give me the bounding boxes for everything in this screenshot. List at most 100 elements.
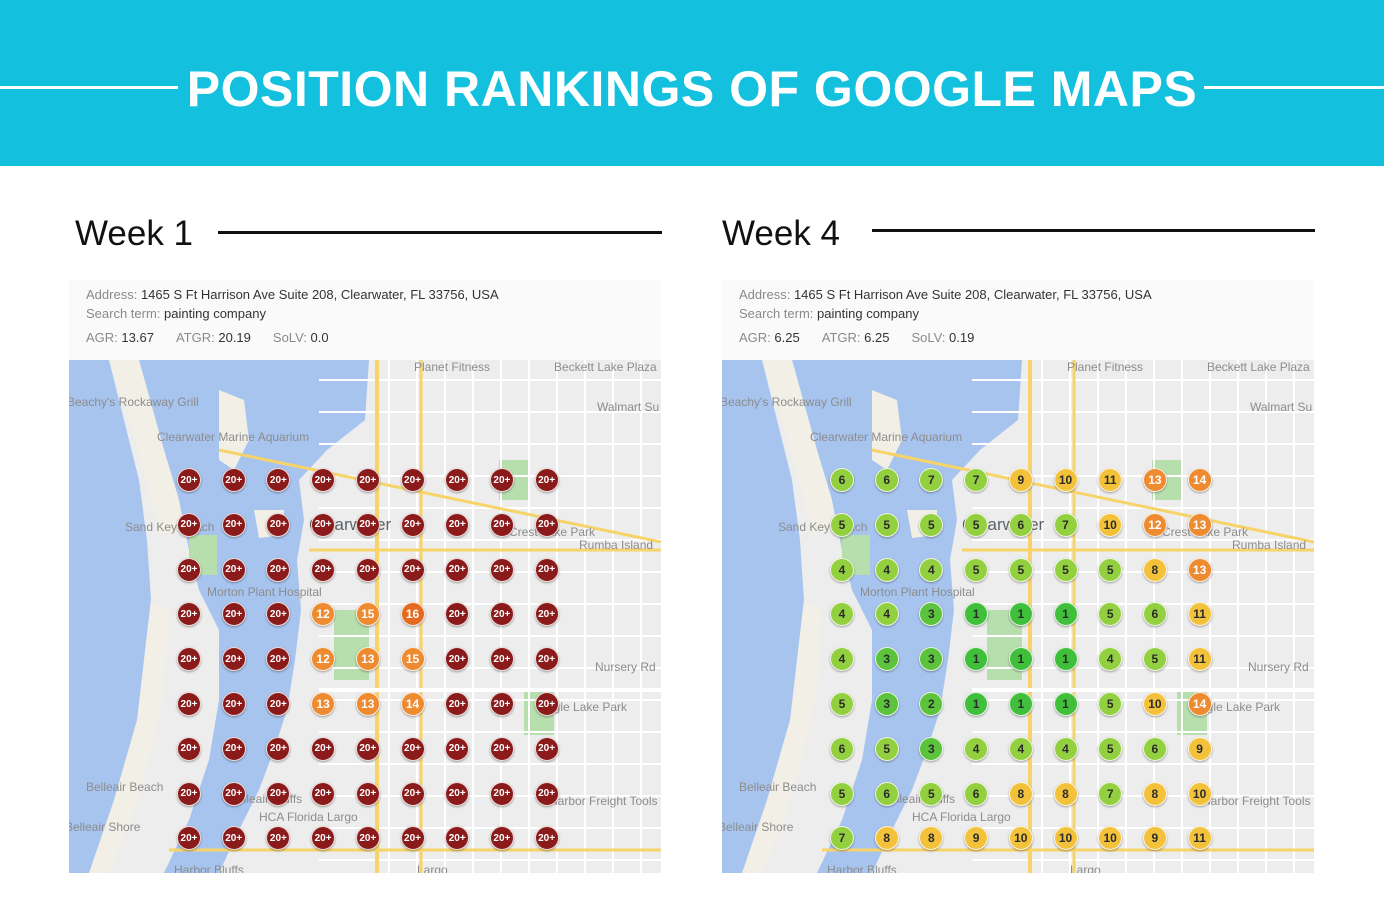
rank-pin[interactable]: 20+ — [445, 826, 470, 851]
rank-pin[interactable]: 20+ — [266, 602, 291, 627]
rank-pin[interactable]: 10 — [1187, 781, 1212, 806]
rank-pin[interactable]: 2 — [919, 692, 944, 716]
rank-pin[interactable]: 20+ — [266, 826, 291, 851]
rank-pin[interactable]: 10 — [1008, 826, 1033, 851]
rank-pin[interactable]: 20+ — [489, 647, 514, 672]
rank-pin[interactable]: 4 — [874, 557, 899, 582]
rank-pin[interactable]: 20+ — [400, 557, 425, 582]
rank-pin[interactable]: 20+ — [489, 602, 514, 627]
rank-pin[interactable]: 7 — [1098, 781, 1123, 806]
map-view[interactable]: Planet Fitness Beckett Lake Plaza Beachy's… — [69, 360, 661, 873]
rank-pin[interactable]: 6 — [830, 468, 854, 492]
rank-pin[interactable]: 20+ — [445, 557, 470, 582]
rank-pin[interactable]: 9 — [1008, 468, 1033, 492]
rank-pin[interactable]: 20+ — [311, 781, 336, 806]
rank-pin[interactable]: 20+ — [177, 692, 201, 716]
rank-pin[interactable]: 4 — [830, 602, 854, 627]
rank-pin[interactable]: 20+ — [221, 826, 246, 851]
rank-pin[interactable]: 13 — [1142, 468, 1167, 492]
rank-pin[interactable]: 20+ — [400, 512, 425, 537]
rank-pin[interactable]: 20+ — [489, 781, 514, 806]
rank-pin[interactable]: 20+ — [400, 826, 425, 851]
rank-pin[interactable]: 20+ — [445, 468, 470, 492]
rank-pin[interactable]: 20+ — [221, 602, 246, 627]
rank-pin[interactable]: 1 — [1008, 692, 1033, 716]
rank-pin[interactable]: 20+ — [266, 512, 291, 537]
rank-pin[interactable]: 20+ — [534, 692, 559, 716]
rank-pin[interactable]: 20+ — [534, 557, 559, 582]
rank-pin[interactable]: 5 — [1098, 557, 1123, 582]
rank-pin[interactable]: 20+ — [355, 468, 380, 492]
rank-pin[interactable]: 20+ — [177, 557, 201, 582]
rank-pin[interactable]: 5 — [919, 512, 944, 537]
rank-pin[interactable]: 10 — [1098, 826, 1123, 851]
rank-pin[interactable]: 10 — [1053, 826, 1078, 851]
rank-pin[interactable]: 10 — [1053, 468, 1078, 492]
rank-pin[interactable]: 20+ — [489, 512, 514, 537]
rank-pin[interactable]: 20+ — [445, 736, 470, 761]
rank-pin[interactable]: 8 — [1142, 557, 1167, 582]
rank-pin[interactable]: 20+ — [266, 736, 291, 761]
rank-pin[interactable]: 5 — [964, 557, 989, 582]
rank-pin[interactable]: 1 — [1008, 602, 1033, 627]
rank-pin[interactable]: 7 — [964, 468, 989, 492]
rank-pin[interactable]: 20+ — [489, 826, 514, 851]
rank-pin[interactable]: 5 — [1098, 602, 1123, 627]
rank-pin[interactable]: 3 — [874, 647, 899, 672]
rank-pin[interactable]: 20+ — [177, 647, 201, 672]
rank-pin[interactable]: 15 — [355, 602, 380, 627]
rank-pin[interactable]: 20+ — [355, 512, 380, 537]
map-view[interactable]: Planet Fitness Beckett Lake Plaza Beachy's… — [722, 360, 1314, 873]
rank-pin[interactable]: 20+ — [445, 602, 470, 627]
rank-pin[interactable]: 8 — [1142, 781, 1167, 806]
rank-pin[interactable]: 6 — [1142, 602, 1167, 627]
rank-pin[interactable]: 14 — [1187, 692, 1212, 716]
rank-pin[interactable]: 6 — [964, 781, 989, 806]
rank-pin[interactable]: 20+ — [445, 781, 470, 806]
rank-pin[interactable]: 5 — [1142, 647, 1167, 672]
rank-pin[interactable]: 20+ — [489, 736, 514, 761]
rank-pin[interactable]: 20+ — [177, 781, 201, 806]
rank-pin[interactable]: 20+ — [489, 692, 514, 716]
rank-pin[interactable]: 20+ — [266, 557, 291, 582]
rank-pin[interactable]: 8 — [874, 826, 899, 851]
rank-pin[interactable]: 20+ — [266, 468, 291, 492]
rank-pin[interactable]: 20+ — [534, 647, 559, 672]
rank-pin[interactable]: 20+ — [445, 647, 470, 672]
rank-pin[interactable]: 20+ — [266, 692, 291, 716]
rank-pin[interactable]: 7 — [919, 468, 944, 492]
rank-pin[interactable]: 1 — [1053, 647, 1078, 672]
rank-pin[interactable]: 4 — [830, 557, 854, 582]
rank-pin[interactable]: 1 — [1053, 692, 1078, 716]
rank-pin[interactable]: 9 — [1142, 826, 1167, 851]
rank-pin[interactable]: 20+ — [445, 692, 470, 716]
rank-pin[interactable]: 20+ — [177, 468, 201, 492]
rank-pin[interactable]: 5 — [830, 512, 854, 537]
rank-pin[interactable]: 1 — [964, 647, 989, 672]
rank-pin[interactable]: 20+ — [221, 781, 246, 806]
rank-pin[interactable]: 20+ — [400, 468, 425, 492]
rank-pin[interactable]: 20+ — [534, 468, 559, 492]
rank-pin[interactable]: 3 — [919, 736, 944, 761]
rank-pin[interactable]: 6 — [830, 736, 854, 761]
rank-pin[interactable]: 6 — [874, 468, 899, 492]
rank-pin[interactable]: 13 — [355, 692, 380, 716]
rank-pin[interactable]: 20+ — [311, 468, 336, 492]
rank-pin[interactable]: 20+ — [177, 826, 201, 851]
rank-pin[interactable]: 20+ — [311, 736, 336, 761]
rank-pin[interactable]: 5 — [874, 512, 899, 537]
rank-pin[interactable]: 12 — [1142, 512, 1167, 537]
rank-pin[interactable]: 20+ — [221, 512, 246, 537]
rank-pin[interactable]: 13 — [1187, 512, 1212, 537]
rank-pin[interactable]: 15 — [400, 647, 425, 672]
rank-pin[interactable]: 13 — [355, 647, 380, 672]
rank-pin[interactable]: 20+ — [355, 736, 380, 761]
rank-pin[interactable]: 20+ — [311, 512, 336, 537]
rank-pin[interactable]: 4 — [874, 602, 899, 627]
rank-pin[interactable]: 12 — [311, 602, 336, 627]
rank-pin[interactable]: 20+ — [177, 736, 201, 761]
rank-pin[interactable]: 5 — [964, 512, 989, 537]
rank-pin[interactable]: 20+ — [266, 647, 291, 672]
rank-pin[interactable]: 20+ — [445, 512, 470, 537]
rank-pin[interactable]: 20+ — [400, 736, 425, 761]
